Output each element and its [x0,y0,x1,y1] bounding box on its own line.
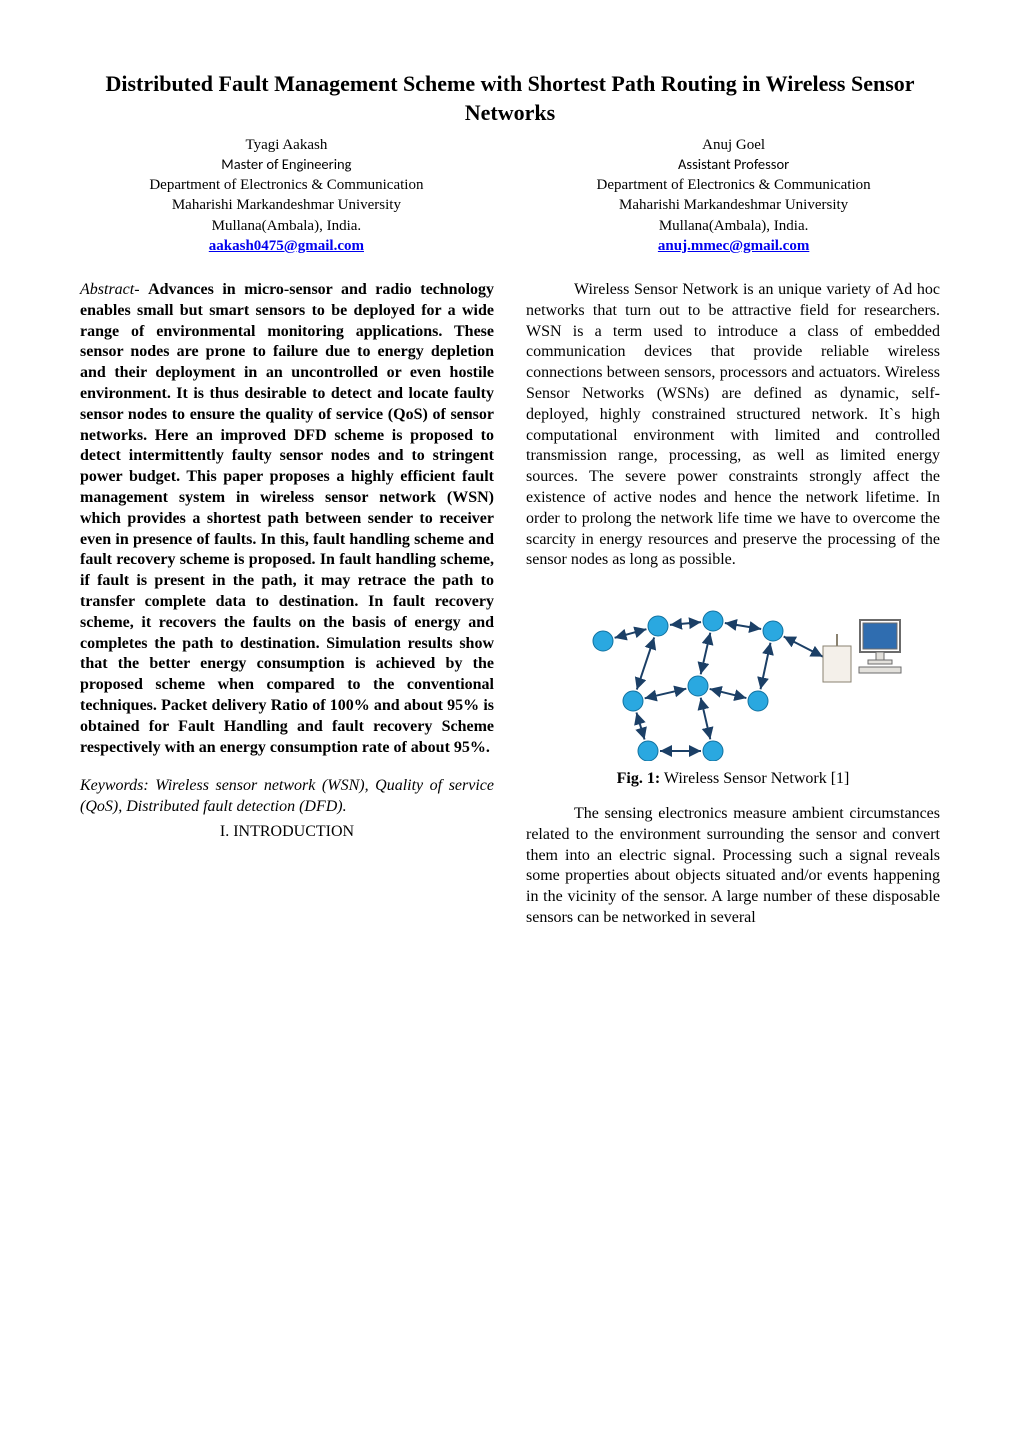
keywords: Keywords: Wireless sensor network (WSN),… [80,776,494,818]
author-role: Master of Engineering [80,155,493,175]
right-column: Wireless Sensor Network is an unique var… [526,280,940,929]
author-email-link[interactable]: anuj.mmec@gmail.com [658,238,809,254]
author-univ: Maharishi Markandeshmar University [527,195,940,215]
author-left: Tyagi Aakash Master of Engineering Depar… [80,135,493,256]
figure-1: Fig. 1: Wireless Sensor Network [1] [526,591,940,790]
intro-paragraph-1: Wireless Sensor Network is an unique var… [526,280,940,571]
author-right: Anuj Goel Assistant Professor Department… [527,135,940,256]
left-column: Abstract- Advances in micro-sensor and r… [80,280,494,929]
figure-caption: Fig. 1: Wireless Sensor Network [1] [526,769,940,790]
author-dept: Department of Electronics & Communicatio… [80,175,493,195]
abstract-text: Advances in micro-sensor and radio techn… [80,281,494,756]
intro-paragraph-2: The sensing electronics measure ambient … [526,804,940,929]
title-block: Distributed Fault Management Scheme with… [80,70,940,127]
abstract-label: Abstract- [80,281,140,298]
wsn-diagram-icon [563,591,903,761]
authors-row: Tyagi Aakash Master of Engineering Depar… [80,135,940,256]
figure-caption-text: Wireless Sensor Network [1] [660,770,849,787]
author-email-link[interactable]: aakash0475@gmail.com [209,238,364,254]
body-columns: Abstract- Advances in micro-sensor and r… [80,280,940,929]
author-name: Tyagi Aakash [80,135,493,155]
paper-title: Distributed Fault Management Scheme with… [80,70,940,127]
section-heading: I. INTRODUCTION [80,822,494,843]
author-univ: Maharishi Markandeshmar University [80,195,493,215]
author-loc: Mullana(Ambala), India. [80,216,493,236]
figure-label: Fig. 1: [617,770,661,787]
author-dept: Department of Electronics & Communicatio… [527,175,940,195]
author-loc: Mullana(Ambala), India. [527,216,940,236]
author-name: Anuj Goel [527,135,940,155]
author-role: Assistant Professor [527,155,940,175]
abstract-paragraph: Abstract- Advances in micro-sensor and r… [80,280,494,758]
